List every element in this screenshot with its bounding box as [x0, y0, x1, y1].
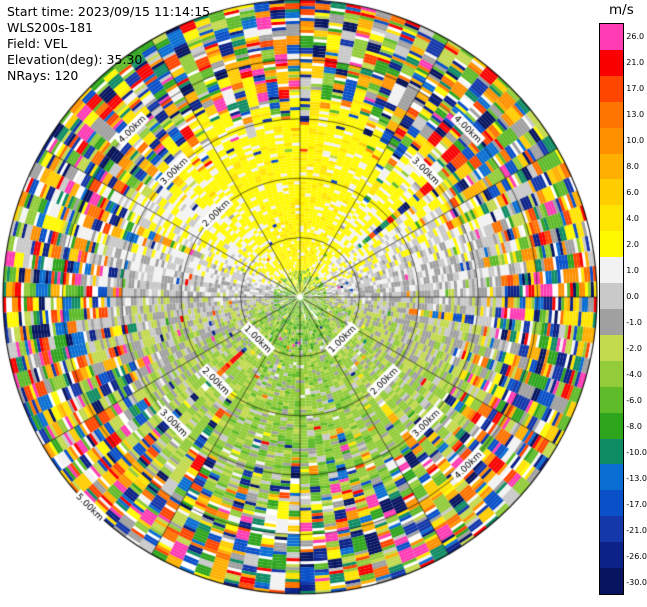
colorbar-tick-label: 13.0 — [626, 109, 645, 119]
colorbar-band — [600, 516, 624, 543]
colorbar-band — [600, 101, 624, 128]
colorbar-tick-label: 21.0 — [626, 57, 645, 67]
colorbar-tick-label: -26.0 — [626, 551, 647, 561]
colorbar-band — [600, 438, 624, 465]
elevation-label: Elevation(deg): 35.30 — [7, 52, 143, 67]
instrument-label: WLS200s-181 — [7, 20, 93, 35]
colorbar-band — [600, 205, 624, 232]
colorbar-tick-label: 1.0 — [626, 265, 640, 275]
colorbar-band — [600, 49, 624, 76]
colorbar-band — [600, 179, 624, 206]
colorbar: m/s 26.0 21.0 17.0 13.0 10.0 8.0 6.0 4.0 2.0 1.0 0… — [599, 2, 647, 595]
colorbar-band — [600, 568, 624, 594]
colorbar-tick-label: -10.0 — [626, 447, 647, 457]
colorbar-tick-label: 10.0 — [626, 135, 645, 145]
colorbar-tick-label: 0.0 — [626, 291, 640, 301]
colorbar-band — [600, 542, 624, 569]
colorbar-tick-label: -13.0 — [626, 473, 647, 483]
colorbar-band — [600, 257, 624, 284]
colorbar-tick-label: -30.0 — [626, 577, 647, 587]
colorbar-tick-label: 2.0 — [626, 239, 640, 249]
colorbar-swatches — [599, 23, 625, 595]
colorbar-band — [600, 308, 624, 335]
colorbar-band — [600, 360, 624, 387]
colorbar-band — [600, 386, 624, 413]
colorbar-band — [600, 75, 624, 102]
colorbar-tick-label: 8.0 — [626, 161, 640, 171]
start-time-label: Start time: 2023/09/15 11:14:15 — [7, 4, 211, 19]
colorbar-band — [600, 490, 624, 517]
colorbar-tick-label: -21.0 — [626, 525, 647, 535]
colorbar-band — [600, 127, 624, 154]
colorbar-tick-label: -1.0 — [626, 317, 642, 327]
colorbar-tick-label: 6.0 — [626, 187, 640, 197]
nrays-label: NRays: 120 — [7, 68, 79, 83]
colorbar-band — [600, 24, 624, 50]
scan-info: Start time: 2023/09/15 11:14:15 WLS200s-… — [7, 4, 210, 84]
colorbar-band — [600, 334, 624, 361]
colorbar-tick-label: 4.0 — [626, 213, 640, 223]
colorbar-tick-labels: 26.0 21.0 17.0 13.0 10.0 8.0 6.0 4.0 2.0 1.0 0.0 -1… — [626, 23, 647, 595]
field-label: Field: VEL — [7, 36, 68, 51]
colorbar-tick-label: -8.0 — [626, 421, 642, 431]
colorbar-band — [600, 464, 624, 491]
colorbar-band — [600, 412, 624, 439]
colorbar-units-label: m/s — [609, 2, 634, 18]
colorbar-tick-label: 17.0 — [626, 83, 645, 93]
colorbar-tick-label: -2.0 — [626, 343, 642, 353]
colorbar-tick-label: 26.0 — [626, 31, 645, 41]
colorbar-band — [600, 231, 624, 258]
ppi-scan-plot — [0, 0, 600, 607]
colorbar-tick-label: -17.0 — [626, 499, 647, 509]
colorbar-band — [600, 283, 624, 309]
colorbar-tick-label: -6.0 — [626, 395, 642, 405]
colorbar-tick-label: -4.0 — [626, 369, 642, 379]
colorbar-scale: 26.0 21.0 17.0 13.0 10.0 8.0 6.0 4.0 2.0 1.0 0.0 -1… — [599, 23, 647, 595]
colorbar-band — [600, 153, 624, 180]
